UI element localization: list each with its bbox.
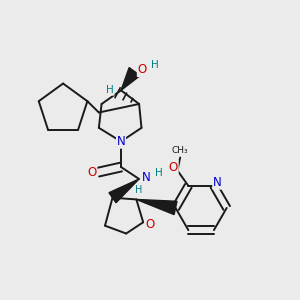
Polygon shape	[109, 179, 139, 203]
Text: H: H	[155, 168, 163, 178]
Text: O: O	[169, 160, 178, 174]
Text: H: H	[151, 61, 159, 70]
Polygon shape	[136, 200, 177, 214]
Text: O: O	[87, 166, 97, 179]
Text: N: N	[117, 135, 125, 148]
Text: O: O	[137, 63, 147, 76]
Text: CH₃: CH₃	[172, 146, 188, 155]
Text: H: H	[135, 185, 143, 195]
Polygon shape	[121, 68, 140, 90]
Text: O: O	[146, 218, 154, 232]
Text: H: H	[106, 85, 114, 95]
Text: N: N	[213, 176, 222, 189]
Text: N: N	[142, 172, 151, 184]
